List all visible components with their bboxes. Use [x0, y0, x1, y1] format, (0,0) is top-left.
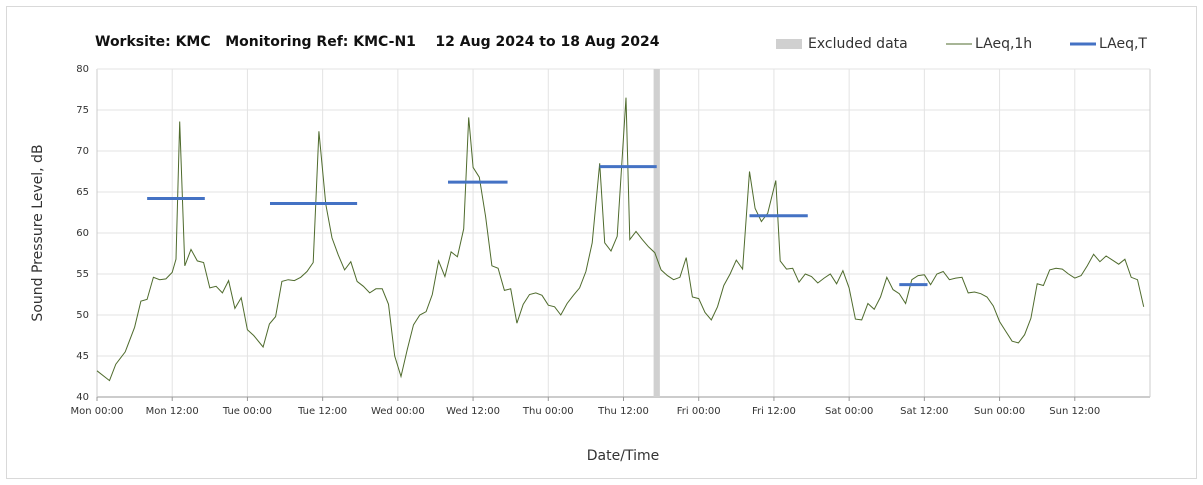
- y-tick-label: 80: [76, 64, 89, 75]
- chart-title: Worksite: KMC Monitoring Ref: KMC-N1 12 …: [95, 34, 660, 50]
- legend-label: Excluded data: [808, 36, 908, 52]
- x-tick-label: Thu 00:00: [522, 406, 574, 417]
- x-tick-label: Tue 12:00: [297, 406, 347, 417]
- x-tick-label: Sun 12:00: [1049, 406, 1100, 417]
- chart-frame: [6, 6, 1197, 479]
- y-tick-label: 70: [76, 146, 89, 157]
- legend-label: LAeq,1h: [975, 36, 1032, 52]
- x-tick-label: Tue 00:00: [222, 406, 272, 417]
- y-tick-label: 50: [76, 310, 89, 321]
- y-tick-label: 75: [76, 105, 89, 116]
- excluded-band: [653, 69, 660, 397]
- x-tick-label: Wed 00:00: [371, 406, 425, 417]
- y-tick-label: 65: [76, 187, 89, 198]
- line-series: [96, 97, 1145, 382]
- x-tick-label: Fri 00:00: [677, 406, 721, 417]
- y-tick-label: 45: [76, 351, 89, 362]
- y-tick-label: 60: [76, 228, 89, 239]
- y-axis-title: Sound Pressure Level, dB: [30, 144, 46, 321]
- x-tick-label: Thu 12:00: [597, 406, 649, 417]
- y-tick-label: 55: [76, 269, 89, 280]
- y-tick-label: 40: [76, 392, 89, 403]
- legend-swatch: [776, 39, 802, 49]
- x-tick-label: Fri 12:00: [752, 406, 796, 417]
- x-axis-title: Date/Time: [587, 448, 659, 464]
- legend-label: LAeq,T: [1099, 36, 1147, 52]
- x-tick-label: Mon 00:00: [70, 406, 123, 417]
- x-tick-label: Sun 00:00: [974, 406, 1025, 417]
- x-tick-label: Wed 12:00: [446, 406, 500, 417]
- x-tick-label: Mon 12:00: [146, 406, 199, 417]
- x-tick-label: Sat 12:00: [900, 406, 948, 417]
- x-tick-label: Sat 00:00: [825, 406, 873, 417]
